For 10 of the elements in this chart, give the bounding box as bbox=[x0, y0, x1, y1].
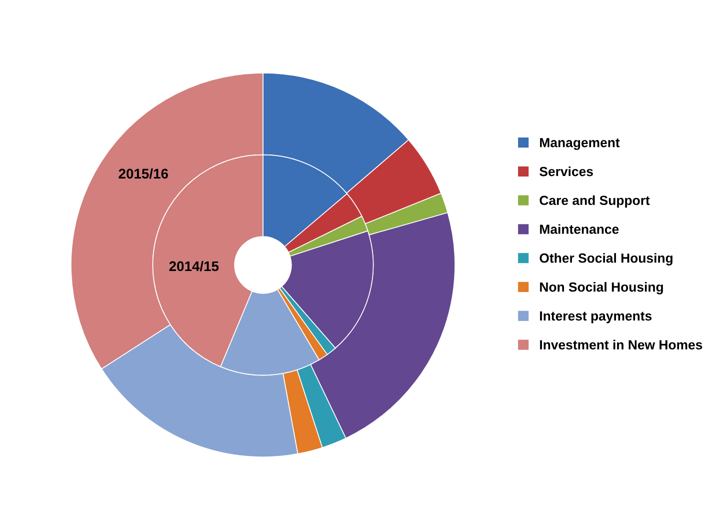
legend-label: Care and Support bbox=[540, 195, 650, 208]
legend-label: Non Social Housing bbox=[540, 282, 663, 294]
legend-label: Management bbox=[540, 138, 620, 150]
legend-label: Interest payments bbox=[540, 311, 652, 324]
slice-label: 2014/15 bbox=[169, 260, 219, 272]
legend-label: Other Social Housing bbox=[540, 253, 672, 266]
legend-label: Services bbox=[540, 166, 593, 176]
legend-label: Maintenance bbox=[540, 224, 619, 234]
legend-label: Investment in New Homes bbox=[540, 340, 702, 350]
slice-label: 2015/16 bbox=[118, 168, 168, 179]
